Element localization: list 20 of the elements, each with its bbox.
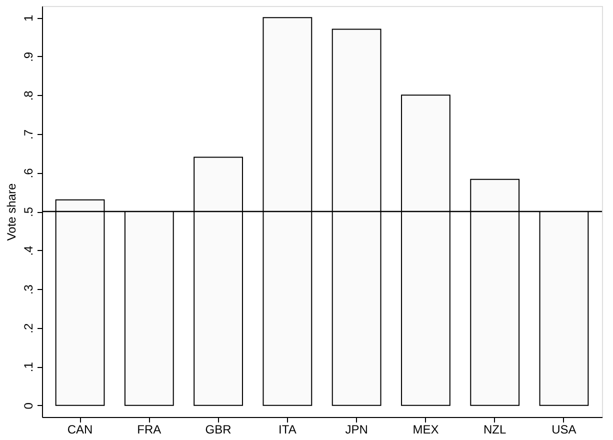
y-tick-label: 0: [22, 402, 36, 410]
y-axis-title: Vote share: [4, 182, 18, 241]
y-tick-label: .6: [22, 168, 36, 178]
y-tick-label: .8: [22, 90, 36, 101]
x-tick-label: ITA: [278, 422, 296, 436]
x-tick-label: CAN: [67, 422, 93, 436]
y-tick-label: 1: [22, 14, 36, 22]
y-tick-label: .9: [22, 52, 36, 62]
y-tick-label: .5: [22, 206, 36, 218]
x-tick-label: JPN: [345, 422, 368, 436]
y-tick-label: .4: [22, 245, 36, 256]
x-tick-label: MEX: [412, 422, 439, 436]
x-tick-label: USA: [552, 422, 576, 436]
x-tick-label: FRA: [137, 422, 162, 436]
y-tick-label: .3: [22, 284, 36, 295]
x-tick-label: GBR: [205, 422, 232, 436]
x-tick-label: NZL: [484, 422, 506, 436]
y-tick-label: .1: [22, 362, 36, 372]
y-tick-label: .7: [22, 129, 36, 140]
y-tick-label: .2: [22, 322, 36, 334]
